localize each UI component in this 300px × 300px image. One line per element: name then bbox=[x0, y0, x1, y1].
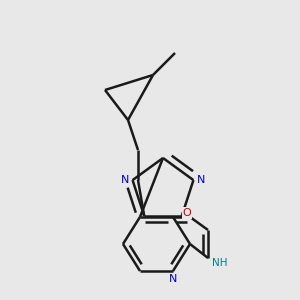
Text: NH: NH bbox=[212, 258, 228, 268]
Text: N: N bbox=[169, 274, 177, 284]
Text: N: N bbox=[120, 175, 129, 185]
Text: O: O bbox=[182, 208, 191, 218]
Text: N: N bbox=[197, 175, 206, 185]
